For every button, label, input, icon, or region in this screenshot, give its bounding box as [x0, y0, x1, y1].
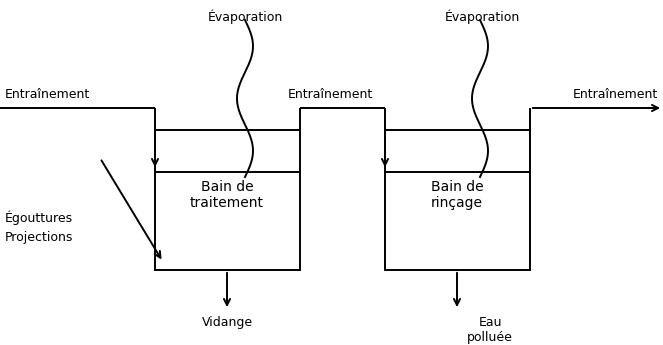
Text: Évaporation: Évaporation — [444, 10, 520, 24]
Text: Entraînement: Entraînement — [287, 88, 373, 101]
Text: Vidange: Vidange — [202, 316, 253, 329]
Text: Évaporation: Évaporation — [208, 10, 282, 24]
Text: Eau
polluée: Eau polluée — [467, 316, 513, 344]
Text: Égouttures: Égouttures — [5, 211, 73, 225]
Text: Entraînement: Entraînement — [5, 88, 90, 101]
Text: Bain de
rinçage: Bain de rinçage — [431, 180, 483, 210]
Bar — [155, 130, 300, 270]
Text: Projections: Projections — [5, 231, 74, 245]
Text: Entraînement: Entraînement — [573, 88, 658, 101]
Text: Bain de
traitement: Bain de traitement — [190, 180, 264, 210]
Bar — [385, 130, 530, 270]
